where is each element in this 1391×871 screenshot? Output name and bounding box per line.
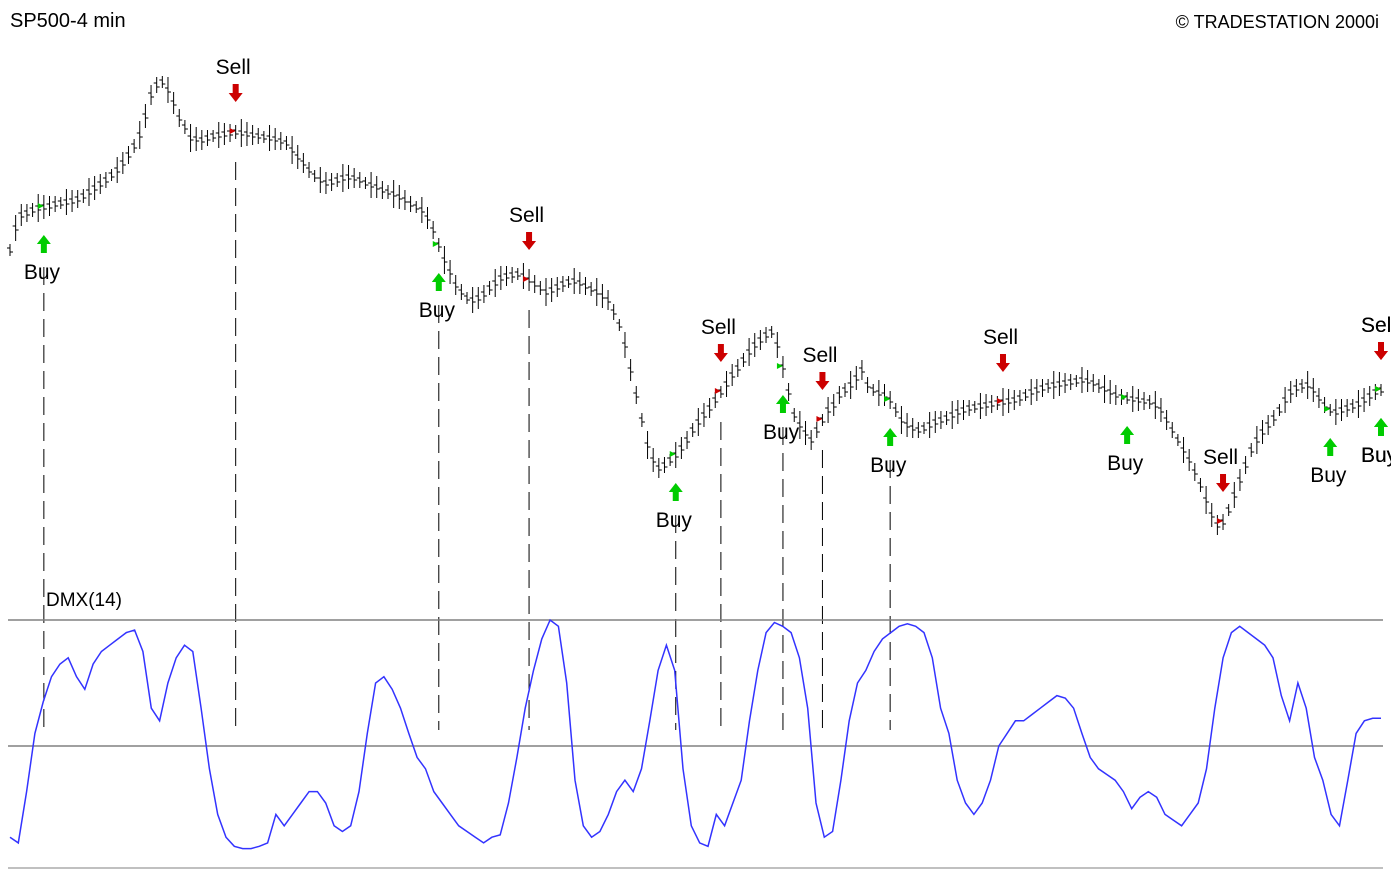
sell-arrow-icon: [228, 84, 243, 102]
buy-signal-label: Buy: [1361, 444, 1391, 467]
sell-signal-label: Sell: [509, 204, 544, 227]
dmx-line: [9, 618, 1381, 850]
indicator-label: DMX(14): [46, 590, 123, 611]
buy-arrow-icon: [1323, 438, 1338, 456]
buy-signal-label: Buy: [1310, 464, 1347, 487]
sell-arrow-icon: [995, 354, 1010, 372]
sell-signal-label: Sell: [983, 326, 1018, 349]
buy-entry-marker: [1375, 386, 1381, 392]
copyright-label: © TRADESTATION 2000i: [1175, 12, 1379, 32]
buy-signal-label: Buy: [656, 509, 693, 532]
buy-arrow-icon: [668, 483, 683, 501]
sell-arrow-icon: [815, 372, 830, 390]
buy-entry-marker: [1121, 394, 1128, 400]
sell-entry-marker: [714, 388, 721, 394]
buy-arrow-icon: [431, 273, 446, 291]
buy-signal-label: Buy: [24, 261, 61, 284]
buy-arrow-icon: [1374, 418, 1388, 436]
buy-arrow-icon: [883, 428, 898, 446]
buy-signal-label: Buy: [763, 421, 800, 444]
buy-entry-marker: [37, 203, 44, 209]
buy-arrow-icon: [1120, 426, 1135, 444]
sell-entry-marker: [229, 128, 236, 134]
buy-entry-marker: [432, 241, 439, 247]
sell-arrow-icon: [1216, 474, 1231, 492]
buy-signal-label: Buy: [1107, 452, 1144, 475]
buy-signal-label: Buy: [1361, 444, 1391, 467]
sell-entry-marker: [523, 276, 530, 282]
sell-arrow-icon: [713, 344, 728, 362]
sell-entry-marker: [1217, 518, 1224, 524]
sell-entry-marker: [996, 398, 1003, 404]
buy-entry-marker: [669, 451, 676, 457]
buy-entry-marker: [1324, 406, 1331, 412]
sell-signal-label: Sell: [1203, 446, 1238, 469]
sell-signal-label: Sell: [802, 344, 837, 367]
buy-arrow-icon: [775, 395, 790, 413]
buy-signal-label: Buy: [419, 299, 456, 322]
sell-signal-label: Sell: [701, 316, 736, 339]
buy-signal-label: Buy: [870, 454, 907, 477]
chart-title: SP500-4 min: [10, 10, 126, 32]
sell-signal-label: Sell: [1361, 314, 1391, 337]
sell-arrow-icon: [1374, 342, 1388, 360]
sell-signal-label: Sell: [1361, 314, 1391, 337]
buy-entry-marker: [776, 363, 783, 369]
sell-entry-marker: [816, 416, 823, 422]
sell-arrow-icon: [522, 232, 537, 250]
sell-signal-label: Sell: [216, 56, 251, 79]
buy-entry-marker: [884, 396, 891, 402]
buy-arrow-icon: [36, 235, 51, 253]
